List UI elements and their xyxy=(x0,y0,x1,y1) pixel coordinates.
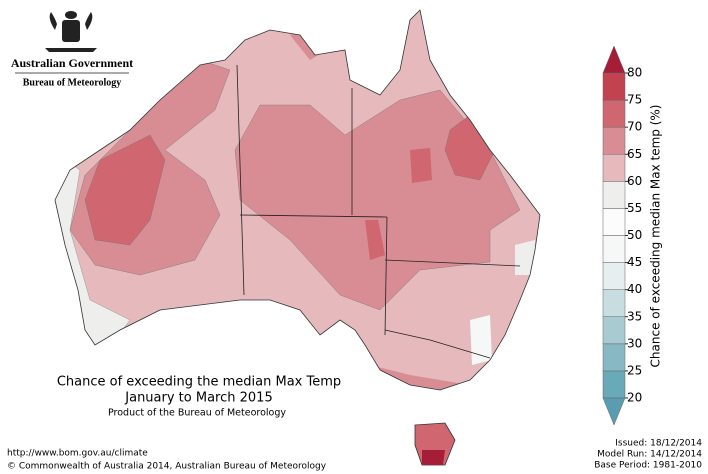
tick-label: 80 xyxy=(627,66,642,80)
tick-label: 30 xyxy=(627,336,642,350)
coat-of-arms xyxy=(45,11,97,52)
color-bin xyxy=(602,208,626,236)
color-bin xyxy=(602,235,626,263)
product-note: Product of the Bureau of Meteorology xyxy=(108,408,286,419)
tick-label: 75 xyxy=(627,93,642,107)
url: http://www.bom.gov.au/climate xyxy=(7,449,148,459)
color-bin xyxy=(602,99,626,128)
base-period: Base Period: 1981-2010 xyxy=(594,461,702,471)
model-run: Model Run: 14/12/2014 xyxy=(597,450,702,460)
color-bin xyxy=(602,343,626,372)
tick-label: 25 xyxy=(627,363,642,377)
color-bin xyxy=(602,181,626,209)
color-bin xyxy=(602,126,626,155)
legend-label: Chance of exceeding median Max temp (%) xyxy=(649,105,663,368)
tick-label: 45 xyxy=(627,255,642,269)
map-title: Chance of exceeding the median Max Temp xyxy=(57,375,341,390)
legend: 20 25 30 35 40 45 50 55 60 65 70 75 80 xyxy=(602,45,642,426)
issued: Issued: 18/12/2014 xyxy=(615,439,702,449)
tick-label: 20 xyxy=(627,391,642,405)
tick-label: 40 xyxy=(627,282,642,296)
tick-label: 35 xyxy=(627,309,642,323)
color-bin xyxy=(602,289,626,317)
tasmania-south xyxy=(422,450,445,465)
color-bin xyxy=(602,72,626,101)
map-subtitle: January to March 2015 xyxy=(124,391,272,406)
tick-label: 55 xyxy=(627,201,642,215)
state-borders xyxy=(236,64,521,359)
color-bin xyxy=(602,316,626,345)
over-arrow xyxy=(602,45,626,74)
copyright: © Commonwealth of Australia 2014, Austra… xyxy=(7,462,327,472)
color-bin xyxy=(602,154,626,182)
tick-label: 65 xyxy=(627,147,642,161)
color-bin xyxy=(602,370,626,399)
color-bin xyxy=(602,262,626,290)
government-name: Australian Government xyxy=(11,56,133,70)
tick-label: 50 xyxy=(627,228,642,242)
agency-name: Bureau of Meteorology xyxy=(23,77,122,88)
tick-label: 60 xyxy=(627,174,642,188)
under-arrow xyxy=(602,397,626,426)
tick-label: 70 xyxy=(627,120,642,134)
